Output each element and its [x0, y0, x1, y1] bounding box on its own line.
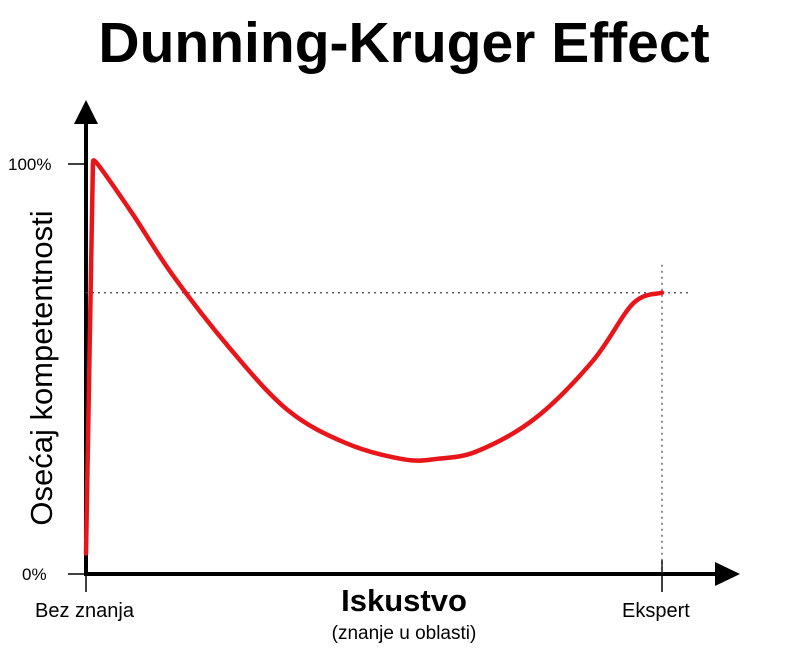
x-start-label: Bez znanja — [35, 600, 135, 622]
y-tick-label-0: 0% — [22, 565, 47, 584]
y-tick-label-100: 100% — [8, 155, 51, 174]
y-axis-arrow — [74, 100, 98, 124]
x-axis-label: Iskustvo — [341, 583, 467, 618]
x-axis-arrow — [715, 562, 740, 586]
x-axis-sublabel: (znanje u oblasti) — [332, 623, 477, 644]
x-end-label: Ekspert — [622, 600, 690, 622]
series-line — [83, 158, 665, 556]
y-axis-label: Osećaj kompetentnosti — [24, 210, 59, 525]
chart-title: Dunning-Kruger Effect — [98, 11, 710, 75]
